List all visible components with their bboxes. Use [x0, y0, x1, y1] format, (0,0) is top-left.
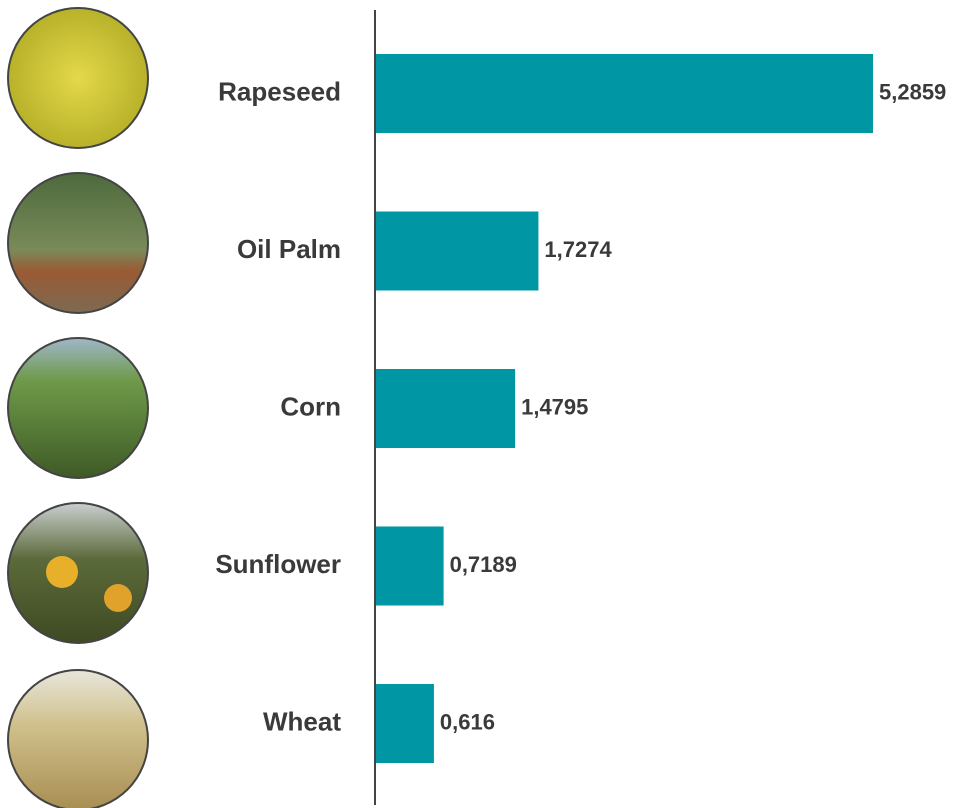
category-label: Oil Palm — [237, 234, 341, 264]
category-label: Sunflower — [215, 549, 341, 579]
crop-photos — [7, 7, 149, 808]
sunflower-head — [46, 556, 78, 588]
bar — [376, 211, 539, 291]
bar — [376, 526, 444, 606]
oil-palm-photo — [7, 172, 149, 314]
category-label: Wheat — [263, 706, 341, 736]
value-label: 0,7189 — [450, 552, 517, 577]
value-label: 5,2859 — [879, 79, 946, 104]
sunflower-photo — [7, 502, 149, 644]
value-label: 1,7274 — [544, 237, 612, 262]
sunflower-head — [104, 584, 132, 612]
corn-photo — [7, 337, 149, 479]
rapeseed-photo — [7, 7, 149, 149]
category-label: Rapeseed — [218, 76, 341, 106]
bar — [376, 54, 873, 133]
bar — [376, 369, 516, 448]
value-label: 0,616 — [440, 709, 495, 734]
wheat-photo — [7, 669, 149, 808]
bar — [376, 684, 434, 763]
category-label: Corn — [280, 391, 341, 421]
value-label: 1,4795 — [521, 394, 588, 419]
